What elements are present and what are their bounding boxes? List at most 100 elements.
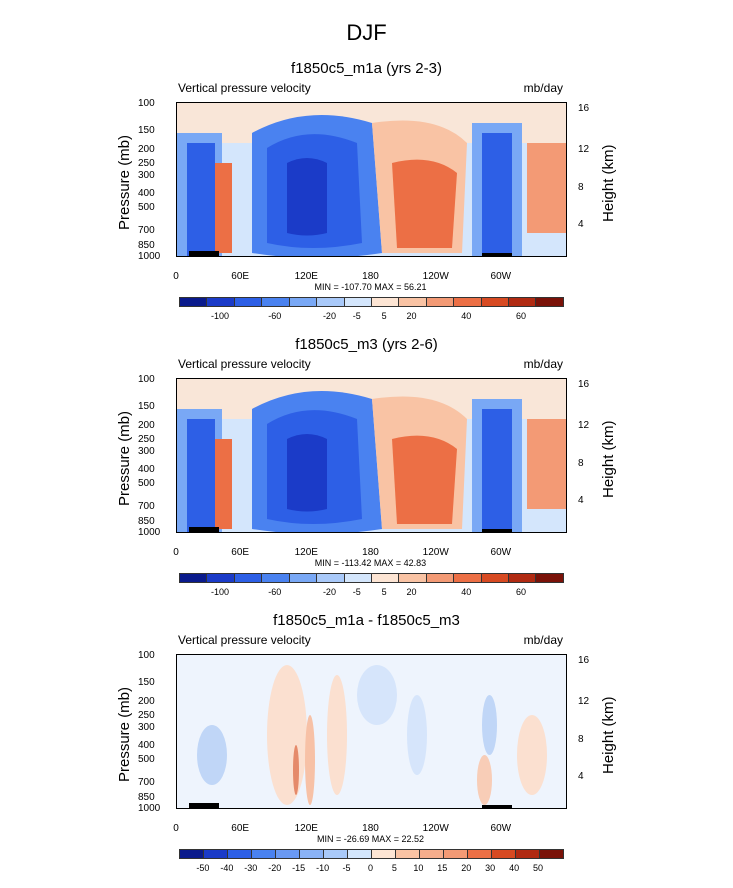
y-tick-label: 1000 xyxy=(138,527,161,538)
variable-label: Vertical pressure velocity xyxy=(178,357,311,371)
x-tick-label: 120E xyxy=(294,271,318,282)
colorbar-label: 40 xyxy=(509,863,520,873)
colorbar-swatch xyxy=(481,574,510,582)
variable-label: Vertical pressure velocity xyxy=(178,81,311,95)
y-tick-label: 850 xyxy=(138,791,155,803)
y-tick-label: 400 xyxy=(138,740,155,752)
colorbar-label: 20 xyxy=(406,587,417,597)
colorbar-label: -20 xyxy=(322,587,336,597)
main-title: DJF xyxy=(346,20,387,45)
contour-field xyxy=(177,655,566,808)
y-tick-label: 100 xyxy=(138,650,155,661)
y-tick-label: 300 xyxy=(138,721,155,733)
colorbar-label: 0 xyxy=(367,863,373,873)
contour-plot xyxy=(176,102,567,257)
colorbar-swatch xyxy=(180,850,204,858)
colorbar-swatch xyxy=(481,298,510,306)
y-tick-label: 150 xyxy=(138,125,155,137)
x-tick-label: 120W xyxy=(422,823,449,834)
y2-tick-label: 16 xyxy=(578,654,590,666)
x-tick-label: 180 xyxy=(362,823,379,834)
colorbar-swatch xyxy=(317,298,345,306)
colorbar-label: 5 xyxy=(381,311,387,321)
x-tick-label: 0 xyxy=(173,823,179,834)
colorbar-swatch xyxy=(492,850,516,858)
colorbar-label: 40 xyxy=(461,311,472,321)
x-tick-label: 180 xyxy=(362,547,379,558)
colorbar-swatch xyxy=(444,850,468,858)
contour-field xyxy=(177,103,566,256)
x-tick-label: 120W xyxy=(422,547,449,558)
colorbar-swatch xyxy=(348,850,372,858)
colorbar-swatch xyxy=(426,574,455,582)
y-axis-label: Pressure (mb) xyxy=(116,686,133,782)
colorbar-label: -5 xyxy=(342,863,351,873)
colorbar-label: 50 xyxy=(533,863,544,873)
colorbar-swatch xyxy=(317,574,345,582)
colorbar-label: -20 xyxy=(322,311,336,321)
colorbar-label: -60 xyxy=(268,311,282,321)
y-tick-label: 250 xyxy=(138,709,155,721)
colorbar-swatch xyxy=(399,298,427,306)
colorbar-swatch xyxy=(371,298,400,306)
colorbar-swatch xyxy=(204,850,228,858)
colorbar-swatch xyxy=(180,574,208,582)
y-tick-label: 200 xyxy=(138,143,155,155)
y-tick-label: 250 xyxy=(138,157,155,169)
variable-label: Vertical pressure velocity xyxy=(178,633,311,647)
colorbar-swatch xyxy=(324,850,348,858)
colorbar-label: -50 xyxy=(196,863,210,873)
colorbar-label: -10 xyxy=(316,863,330,873)
y-tick-label: 100 xyxy=(138,374,155,385)
contour-plot xyxy=(176,654,567,809)
colorbar-swatch xyxy=(252,850,276,858)
colorbar-swatch xyxy=(426,298,455,306)
y-tick-label: 250 xyxy=(138,433,155,445)
y-tick-label: 300 xyxy=(138,169,155,181)
x-tick-label: 60E xyxy=(231,823,250,834)
colorbar-swatch xyxy=(540,850,563,858)
y2-tick-label: 8 xyxy=(578,458,584,470)
colorbar-swatch xyxy=(262,298,290,306)
colorbar-label: -100 xyxy=(211,587,230,597)
contour-field xyxy=(177,379,566,532)
colorbar-swatch xyxy=(207,298,235,306)
colorbar-swatch xyxy=(344,574,372,582)
y2-tick-label: 12 xyxy=(578,695,590,707)
y-tick-label: 400 xyxy=(138,464,155,476)
x-tick-label: 60W xyxy=(490,823,512,834)
colorbar-swatch xyxy=(399,574,427,582)
min-max-text: MIN = -113.42 MAX = 42.83 xyxy=(314,558,427,568)
y2-tick-label: 12 xyxy=(578,143,590,155)
colorbar-label: 5 xyxy=(391,863,397,873)
colorbar-swatch xyxy=(289,298,318,306)
x-tick-label: 120E xyxy=(294,823,318,834)
colorbar-label: 15 xyxy=(437,863,448,873)
y2-tick-label: 4 xyxy=(578,494,584,506)
units-label: mb/day xyxy=(523,633,563,647)
y2-axis-label: Height (km) xyxy=(600,144,617,222)
y2-tick-label: 16 xyxy=(578,102,590,114)
colorbar-swatch xyxy=(228,850,252,858)
colorbar-label: -15 xyxy=(292,863,306,873)
colorbar-swatch xyxy=(372,850,396,858)
y-tick-label: 1000 xyxy=(138,251,161,262)
y-tick-label: 700 xyxy=(138,224,155,236)
min-max-text: MIN = -26.69 MAX = 22.52 xyxy=(316,834,425,844)
colorbar-swatch xyxy=(262,574,290,582)
colorbar-label: -5 xyxy=(352,311,361,321)
y2-tick-label: 4 xyxy=(578,770,584,782)
y-tick-label: 200 xyxy=(138,695,155,707)
colorbar-swatch xyxy=(454,298,482,306)
colorbar-swatch xyxy=(276,850,300,858)
y2-axis-label: Height (km) xyxy=(600,696,617,774)
y2-tick-label: 4 xyxy=(578,218,584,230)
colorbar-swatch xyxy=(509,574,537,582)
colorbar-swatch xyxy=(180,298,208,306)
y-tick-label: 500 xyxy=(138,202,155,214)
colorbar-swatch xyxy=(207,574,235,582)
colorbar-swatch xyxy=(234,574,263,582)
colorbar-swatch xyxy=(468,850,492,858)
colorbar-swatch xyxy=(516,850,540,858)
colorbar-swatch xyxy=(509,298,537,306)
